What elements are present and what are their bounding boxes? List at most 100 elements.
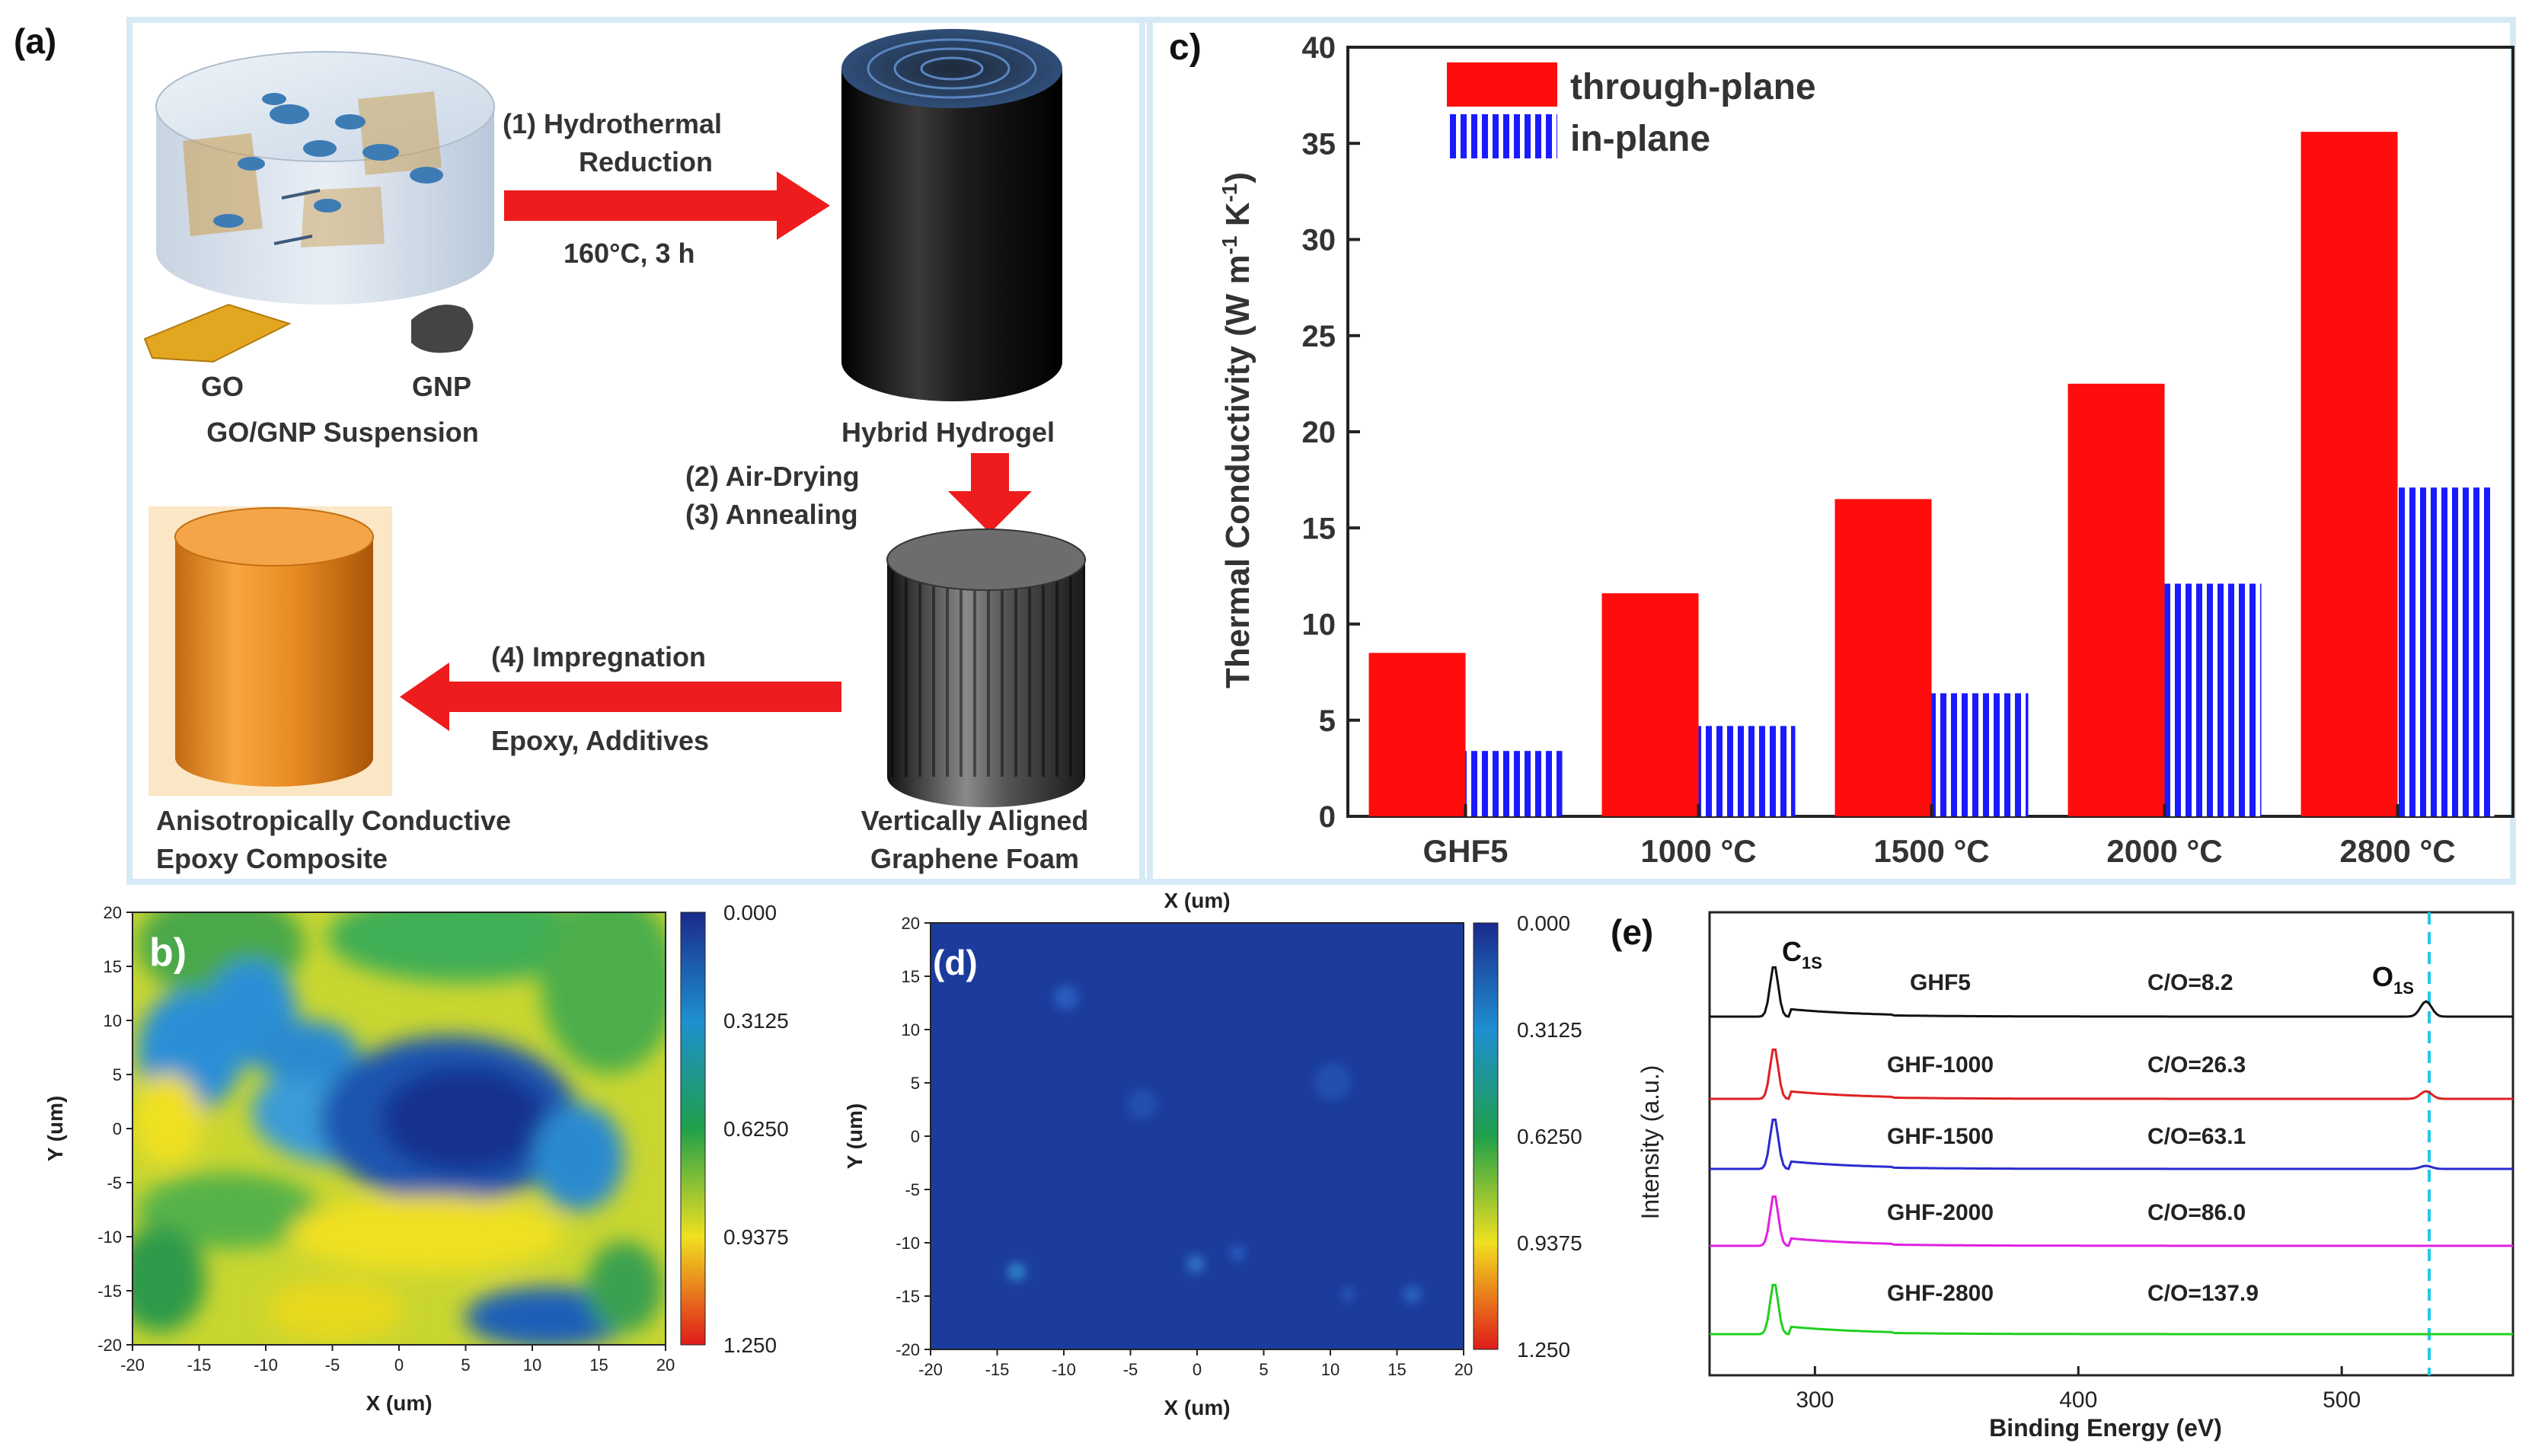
x-tick-label: -20 <box>120 1355 145 1375</box>
c-y-tick-label: 0 <box>1319 800 1336 834</box>
bar-through-plane-4 <box>2301 132 2398 817</box>
y-tick-label: 0 <box>911 1127 920 1146</box>
spectrum-ghf-2800 <box>1710 1283 2513 1336</box>
spectrum-ghf-1500 <box>1710 1118 2513 1170</box>
spectrum-ratio: C/O=86.0 <box>2147 1200 2246 1225</box>
composite-label-line1: Anisotropically Conductive <box>156 805 511 836</box>
c-x-tick-label: 2000 °C <box>2106 833 2222 869</box>
x-tick-label: -5 <box>325 1355 340 1375</box>
c-ticks: 0 5 10 15 20 25 30 35 40 GHF5 1000 °C 1500 °C 2000 °… <box>1302 31 2456 869</box>
y-tick-label: -10 <box>97 1228 122 1247</box>
spectrum-name: GHF-1000 <box>1887 1052 1994 1078</box>
c-y-tick-label: 30 <box>1302 224 1336 257</box>
d-colorbar-ticks: 0.000 0.3125 0.6250 0.9375 1.250 <box>1517 912 1582 1362</box>
step1-line1: (1) Hydrothermal <box>503 108 722 139</box>
c-x-tick-label: 2800 °C <box>2339 833 2455 869</box>
panel-b-label: b) <box>149 931 187 975</box>
suspension-label: GO/GNP Suspension <box>206 417 478 448</box>
panel-d-map: (d) -20 -15 -10 -5 0 5 10 15 2020151050-5-10-15-… <box>843 889 1582 1419</box>
e-y-axis-label: Intensity (a.u.) <box>1636 1065 1664 1220</box>
bar-in-plane-4 <box>2397 487 2495 816</box>
suspension-beaker <box>155 51 495 305</box>
bar-through-plane-2 <box>1834 499 1932 816</box>
c-y-tick-label: 20 <box>1302 416 1336 449</box>
x-tick-label: 15 <box>1387 1360 1406 1379</box>
panel-d-label: (d) <box>933 943 978 982</box>
e-ticks: 300 400 500 <box>1796 1366 2361 1413</box>
y-tick-label: -10 <box>896 1234 920 1253</box>
panel-c-label: c) <box>1169 27 1202 68</box>
b-y-axis-label: Y (um) <box>43 1096 67 1162</box>
x-tick-label: -20 <box>918 1360 943 1379</box>
spectrum-name: GHF-1500 <box>1887 1124 1994 1149</box>
d-x-axis-label: X (um) <box>1164 1396 1230 1419</box>
panel-a-frame <box>126 17 1153 885</box>
y-tick-label: 5 <box>113 1065 122 1084</box>
foam-cylinder <box>886 528 1086 807</box>
x-tick-label: 0 <box>394 1355 404 1375</box>
c1s-label: C1S <box>1782 936 1822 972</box>
b-colorbar <box>680 912 706 1346</box>
x-tick-label: -5 <box>1123 1360 1138 1379</box>
bar-through-plane-0 <box>1368 653 1466 816</box>
x-tick-label: -10 <box>1052 1360 1076 1379</box>
c-y-axis-label: Thermal Conductivity (W m-1 K-1) <box>1218 172 1256 688</box>
go-flake <box>143 303 292 363</box>
c-x-tick-label: 1000 °C <box>1640 833 1756 869</box>
gnp-label: GNP <box>412 371 471 402</box>
c-y-tick-label: 35 <box>1302 127 1336 161</box>
colorbar-tick-label: 0.000 <box>723 901 777 924</box>
hydrogel-label: Hybrid Hydrogel <box>841 417 1055 448</box>
y-tick-label: 20 <box>902 914 920 933</box>
spectrum-name: GHF5 <box>1910 970 1971 995</box>
colorbar-tick-label: 1.250 <box>723 1333 777 1357</box>
x-tick-label: 20 <box>656 1355 675 1375</box>
epoxy-cylinder <box>148 506 392 796</box>
y-tick-label: -5 <box>905 1180 920 1199</box>
d-x-axis-label-top: X (um) <box>1164 889 1230 912</box>
spectrum-ratio: C/O=8.2 <box>2147 970 2233 995</box>
panel-c-bar-chart: c) 0 5 10 15 20 25 30 35 40 GHF5 1000 °C 1500 °C 200… <box>1169 27 2514 869</box>
hydrogel-cylinder <box>841 29 1062 401</box>
bar-in-plane-0 <box>1465 751 1563 816</box>
y-tick-label: 20 <box>104 903 122 922</box>
panel-a-label: (a) <box>14 21 56 61</box>
spectrum-ghf-2000 <box>1710 1195 2513 1247</box>
bar-in-plane-2 <box>1931 693 2029 816</box>
b-colorbar-ticks: 0.000 0.3125 0.6250 0.9375 1.250 <box>723 901 789 1357</box>
y-tick-label: -5 <box>107 1173 122 1193</box>
c-y-tick-label: 40 <box>1302 31 1336 65</box>
y-tick-label: -15 <box>97 1282 122 1301</box>
step1-condition: 160°C, 3 h <box>564 238 694 269</box>
c-x-tick-label: 1500 °C <box>1873 833 1989 869</box>
y-tick-label: 5 <box>911 1074 920 1093</box>
legend-label-through-plane: through-plane <box>1570 67 1816 107</box>
x-tick-label: 0 <box>1193 1360 1202 1379</box>
composite-label-line2: Epoxy Composite <box>156 843 388 874</box>
e-spectra: GHF5 C/O=8.2 GHF-1000 C/O=26.3 GHF-1500 C/O=6… <box>1710 966 2513 1336</box>
b-axes: -20 -15 -10 -5 0 5 10 15 20 20 15 10 5 0 -5 -10 -15 -20 <box>97 903 675 1375</box>
x-tick-label: 10 <box>1321 1360 1339 1379</box>
y-tick-label: 10 <box>902 1020 920 1039</box>
y-tick-label: -20 <box>896 1340 920 1359</box>
b-x-axis-label: X (um) <box>366 1391 432 1415</box>
step2-label: (2) Air-Drying <box>685 461 860 492</box>
y-tick-label: -15 <box>896 1287 920 1306</box>
bar-through-plane-1 <box>1601 593 1699 816</box>
d-axes: -20 -15 -10 -5 0 5 10 15 20 20 15 10 5 0 -5 -10 -15 -20 <box>896 914 1473 1379</box>
c-y-tick-label: 5 <box>1319 704 1336 738</box>
colorbar-tick-label: 0.6250 <box>723 1117 789 1141</box>
y-tick-label: -20 <box>97 1336 122 1355</box>
colorbar-tick-label: 0.6250 <box>1517 1125 1582 1148</box>
colorbar-tick-label: 0.9375 <box>723 1225 789 1249</box>
c-y-tick-label: 10 <box>1302 608 1336 642</box>
map-d-texture <box>1007 985 1422 1304</box>
panel-b-map: b) -20 -15 -10 -5 0 5 10 15 2020151050-5-10-15-2… <box>43 901 789 1415</box>
spectrum-name: GHF-2800 <box>1887 1281 1994 1306</box>
c-y-tick-label: 15 <box>1302 512 1336 545</box>
colorbar-tick-label: 0.3125 <box>1517 1018 1582 1042</box>
step4-condition: Epoxy, Additives <box>491 725 709 756</box>
colorbar-tick-label: 0.000 <box>1517 912 1570 935</box>
map-d-background <box>931 923 1464 1349</box>
